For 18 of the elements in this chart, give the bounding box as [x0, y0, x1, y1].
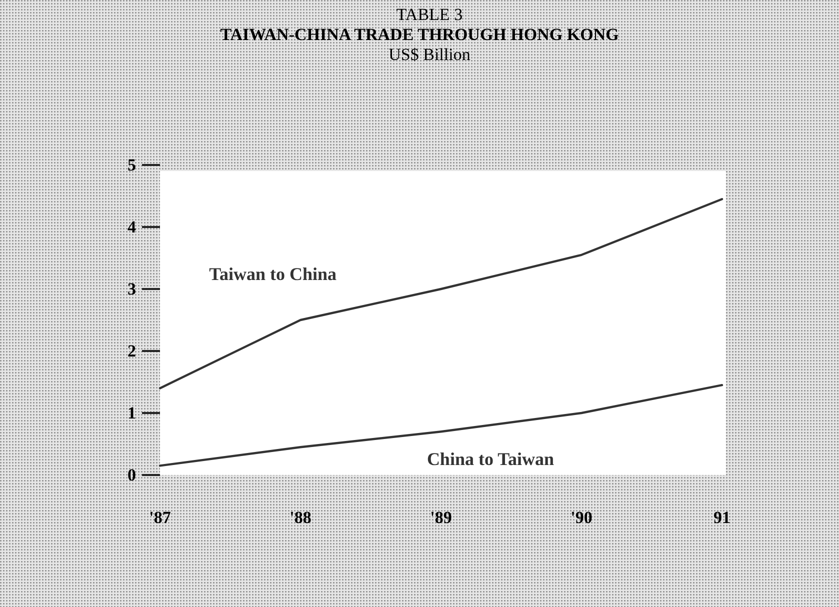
line-series: [158, 384, 724, 467]
y-tick-label: 3: [128, 280, 136, 298]
x-tick-label: '90: [570, 508, 592, 527]
x-tick-label: 91: [714, 508, 730, 527]
series-label: China to Taiwan: [426, 449, 554, 469]
x-tick-label: '87: [149, 508, 172, 527]
caption: TABLE 3: [396, 5, 463, 24]
line-series: [158, 198, 724, 390]
y-tick-label: 5: [128, 156, 136, 174]
x-tick-label: '89: [430, 508, 452, 527]
y-tick-label: 2: [128, 342, 136, 360]
chart-title: TAIWAN-CHINA TRADE THROUGH HONG KONG: [220, 25, 619, 44]
chart-subtitle: US$ Billion: [388, 45, 471, 64]
x-tick-label: '88: [290, 508, 312, 527]
y-tick-label: 1: [128, 404, 136, 422]
series-label: Taiwan to China: [209, 264, 337, 284]
y-tick-label: 0: [128, 466, 136, 484]
y-tick-label: 4: [128, 218, 136, 236]
